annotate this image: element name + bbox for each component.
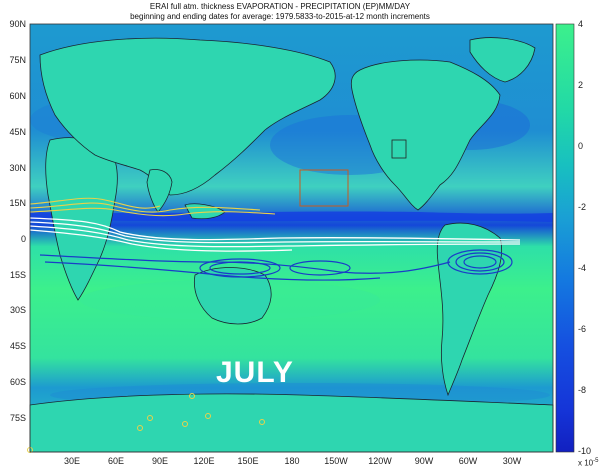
colorbar-exponent-power: -5 [593, 458, 599, 464]
colorbar-tick-label: -10 [578, 446, 592, 456]
station-markers [27, 393, 265, 453]
lat-tick-label: 15N [9, 198, 26, 208]
lat-tick-label: 60N [9, 91, 26, 101]
colorbar-tick-label: 0 [578, 141, 584, 151]
tracer-yellow-lines [29, 197, 276, 217]
lon-tick-label: 150W [324, 456, 348, 466]
colorbar-tick-label: 2 [578, 80, 584, 90]
colorbar [555, 23, 575, 453]
map-area [27, 23, 554, 453]
lon-tick-label: 90W [414, 456, 434, 466]
lat-tick-label: 90N [9, 19, 26, 29]
colorbar-tick-label: -8 [578, 385, 587, 395]
lon-tick-label: 180 [284, 456, 300, 466]
lon-tick-label: 60E [107, 456, 125, 466]
month-annotation: JULY [216, 356, 294, 389]
lon-tick-label: 30W [502, 456, 522, 466]
colorbar-tick-label: -4 [578, 263, 587, 273]
lat-tick-label: 75S [9, 413, 26, 423]
region-box-small [391, 139, 407, 159]
colorbar-tick-label: -2 [578, 202, 587, 212]
lat-tick-label: 75N [9, 55, 26, 65]
lon-tick-label: 150E [237, 456, 259, 466]
lat-tick-label: 45N [9, 127, 26, 137]
itcz-band [30, 211, 553, 222]
lat-tick-label: 45S [9, 341, 26, 351]
lon-tick-label: 30E [63, 456, 81, 466]
lon-tick-label: 120W [368, 456, 392, 466]
lon-tick-label: 60W [458, 456, 478, 466]
colorbar-exponent-base: x 10 [578, 458, 594, 468]
colorbar-scale [555, 23, 575, 453]
lat-tick-label: 30N [9, 163, 26, 173]
lat-tick-label: 15S [9, 270, 26, 280]
lon-tick-label: 90E [151, 456, 169, 466]
lon-tick-label: 120E [193, 456, 215, 466]
lat-tick-label: 0 [20, 234, 26, 244]
colorbar-exponent: x 10-5 [578, 458, 598, 468]
region-box [299, 169, 349, 207]
lat-tick-label: 60S [9, 377, 26, 387]
map-title: ERAI full atm. thickness EVAPORATION - P… [149, 2, 411, 11]
coastlines [29, 37, 554, 453]
map-subtitle: beginning and ending dates for average: … [130, 12, 430, 21]
tracer-blue-loops [39, 249, 513, 281]
lat-tick-label: 30S [9, 305, 26, 315]
colorbar-tick-label: -6 [578, 324, 587, 334]
tracer-white-lines [29, 217, 521, 252]
colorbar-tick-label: 4 [578, 19, 584, 29]
